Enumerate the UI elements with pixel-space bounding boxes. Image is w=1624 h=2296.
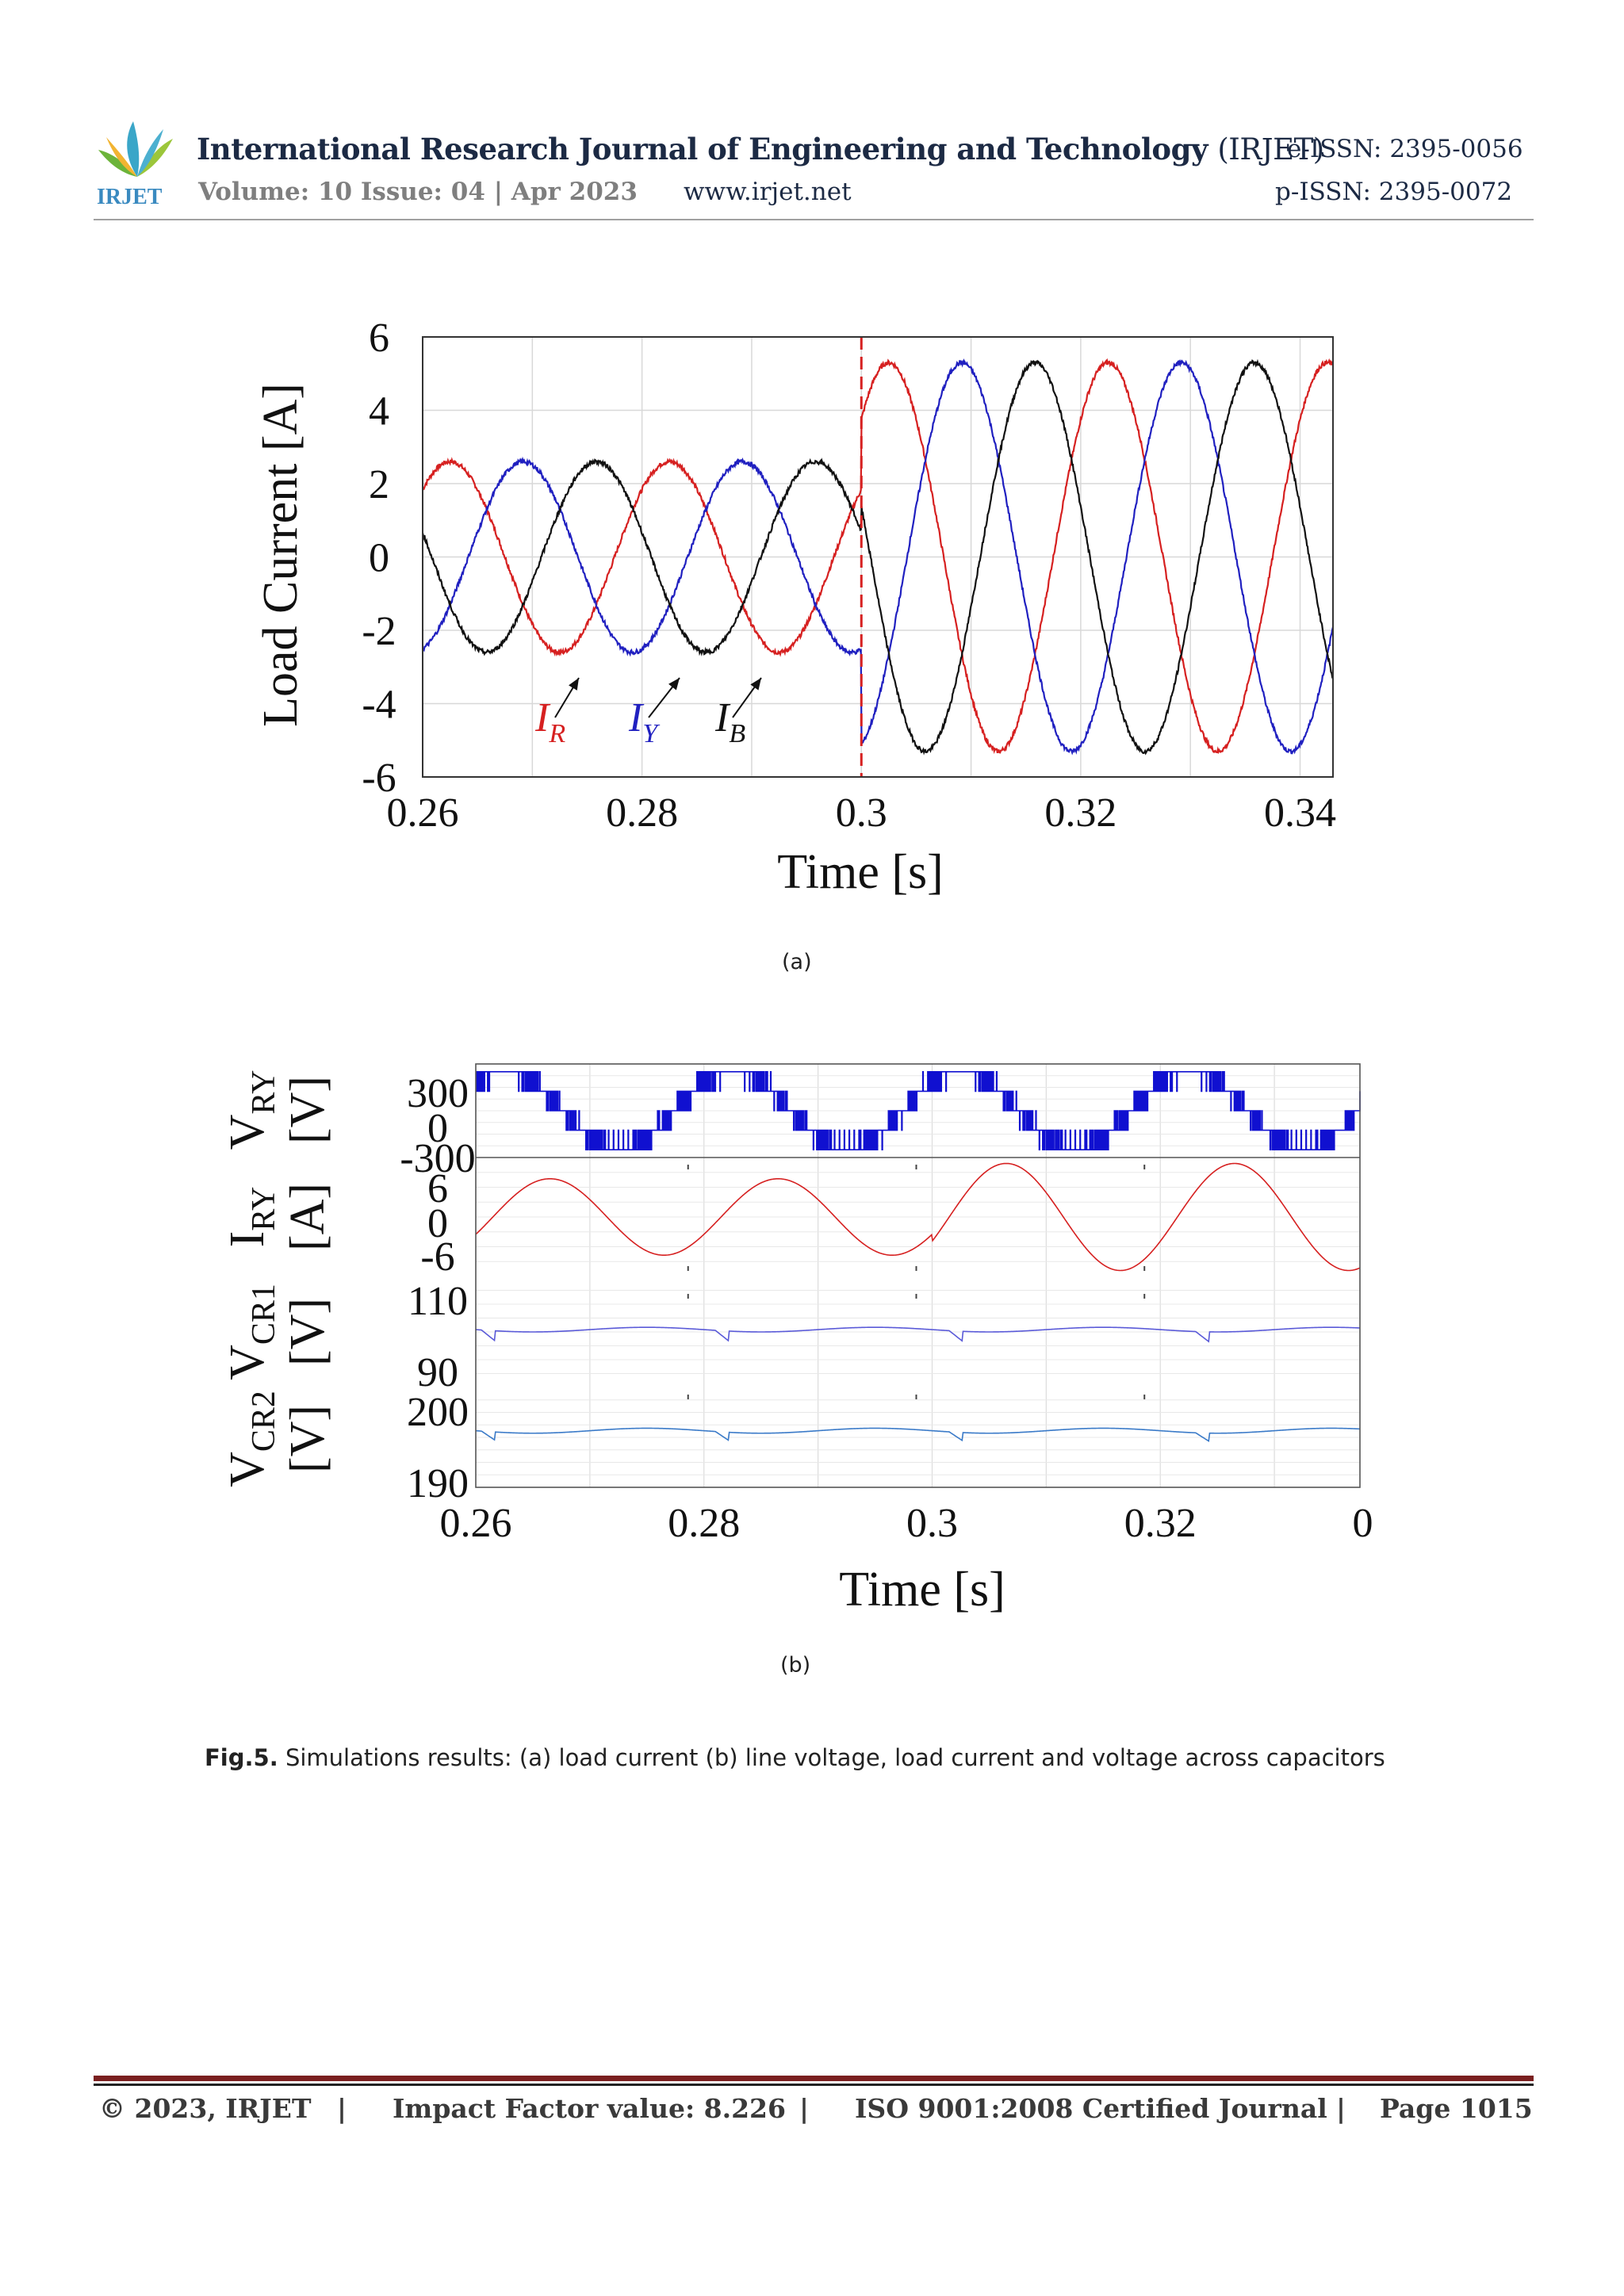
footer-page-number: Page 1015 [1380, 2093, 1533, 2124]
journal-abbr: (IRJET) [1217, 132, 1324, 166]
y-axis-label-i-ry: IRY [220, 1187, 282, 1248]
grid-b [476, 1064, 1360, 1487]
footer-divider-top [94, 2076, 1534, 2081]
journal-title: International Research Journal of Engine… [197, 132, 1324, 166]
logo-text: IRJET [97, 185, 163, 209]
y-tick-label: 190 [407, 1461, 469, 1506]
x-axis-label-a: Time [s] [777, 845, 944, 899]
logo-leaves-icon [98, 121, 173, 177]
y-tick-label: 6 [427, 1166, 448, 1211]
y-tick-label: 90 [417, 1350, 458, 1395]
y-tick-label: -6 [420, 1234, 454, 1280]
footer-separator: | [1336, 2093, 1346, 2124]
x-tick-label: 0.34 [1352, 1501, 1372, 1546]
figure-caption: Fig.5. Simulations results: (a) load cur… [205, 1744, 1385, 1771]
annotations-a: IR IY IB [534, 677, 762, 748]
y-tick-label: 6 [369, 317, 389, 361]
y-tick-label: 0 [427, 1106, 448, 1151]
series-line-i-ry [475, 1162, 1361, 1272]
subcaption-b: (b) [780, 1653, 811, 1678]
series-line-v-cr1 [475, 1326, 1361, 1343]
arrow-head-icon [668, 678, 680, 691]
y-tick-label: 2 [369, 462, 389, 507]
footer-separator: | [337, 2093, 347, 2124]
y-axis-label-v-cr2: VCR2 [220, 1391, 282, 1487]
y-tick-label: -300 [400, 1136, 475, 1181]
y-axis-unit: [V] [281, 1298, 335, 1366]
website-link[interactable]: www.irjet.net [684, 178, 852, 206]
y-tick-label: -6 [362, 756, 396, 801]
figure-caption-text: Simulations results: (a) load current (b… [278, 1744, 1385, 1771]
x-tick-label: 0.28 [606, 790, 678, 836]
y-tick-label: 200 [407, 1390, 469, 1435]
x-ticks-a: 0.26 0.28 0.3 0.32 0.34 [387, 790, 1337, 836]
arrow-head-icon [750, 678, 761, 691]
y-tick-label: 4 [369, 389, 389, 434]
series-line-i-y [421, 358, 1335, 756]
y-axis-label-a: Load Current [A] [262, 383, 308, 727]
x-axis-label-b: Time [s] [839, 1563, 1005, 1617]
series-line-v-cr2 [475, 1427, 1361, 1442]
x-tick-label: 0.3 [836, 790, 887, 836]
plot-frame [475, 1063, 1361, 1488]
y-axis-unit: [V] [281, 1076, 335, 1144]
x-tick-label: 0.32 [1124, 1501, 1197, 1546]
y-labels-b: VRY[V]IRY[A]VCR1[V]VCR2[V] [220, 1070, 335, 1487]
y-tick-label: 300 [407, 1071, 469, 1116]
footer-iso: ISO 9001:2008 Certified Journal [855, 2093, 1327, 2124]
series-label-i-b: IB [714, 695, 745, 748]
x-ticks-b: 0.26 0.28 0.3 0.32 0.34 [440, 1501, 1373, 1546]
volume-issue: Volume: 10 Issue: 04 | Apr 2023 [198, 178, 638, 206]
y-axis-unit: [V] [281, 1405, 335, 1473]
footer-impact-factor: Impact Factor value: 8.226 [393, 2093, 786, 2124]
x-tick-label: 0.28 [668, 1501, 740, 1546]
series-b [475, 1071, 1361, 1442]
y-tick-label: 0 [369, 536, 389, 581]
y-ticks-a: 6 4 2 0 -2 -4 -6 [362, 317, 396, 801]
series-label-i-y: IY [628, 695, 660, 748]
x-tick-label: 0.26 [440, 1501, 512, 1546]
y-axis-label-v-cr1: VCR1 [220, 1284, 282, 1380]
journal-title-text: International Research Journal of Engine… [197, 132, 1208, 166]
y-tick-label: 0 [427, 1201, 448, 1246]
series-line-v-ry [475, 1071, 1361, 1150]
series-line-i-b [421, 358, 1334, 756]
x-tick-label: 0.26 [387, 790, 459, 836]
frame-b [475, 1063, 1361, 1488]
footer-copyright: © 2023, IRJET [99, 2093, 312, 2124]
y-tick-label: 110 [408, 1279, 468, 1324]
y-tick-label: -4 [362, 683, 396, 728]
subcaption-a: (a) [782, 950, 812, 974]
x-tick-label: 0.34 [1264, 790, 1336, 836]
chart-load-current: 6 4 2 0 -2 -4 -6 0.26 0.28 0.3 0.32 0.34 Load Curr… [262, 317, 1337, 899]
series-label-i-r: IR [534, 695, 565, 748]
irjet-logo: IRJET [97, 121, 173, 209]
y-axis-label-v-ry: VRY [220, 1070, 282, 1150]
page-header: IRJET International Research Journal of … [0, 0, 1624, 230]
p-issn: p-ISSN: 2395-0072 [1275, 178, 1513, 206]
footer-separator: | [799, 2093, 810, 2124]
y-axis-unit: [A] [281, 1183, 335, 1251]
x-tick-label: 0.3 [906, 1501, 958, 1546]
e-issn: e-ISSN: 2395-0056 [1287, 135, 1523, 163]
y-tick-label: -2 [362, 609, 396, 654]
series-a [421, 337, 1335, 777]
x-tick-label: 0.32 [1044, 790, 1116, 836]
footer-divider-bottom [94, 2084, 1534, 2086]
arrow-head-icon [569, 678, 579, 691]
figure-label: Fig.5. [205, 1744, 278, 1771]
header-divider [94, 219, 1534, 220]
grid-a [423, 337, 1333, 777]
frame-a [422, 336, 1334, 778]
